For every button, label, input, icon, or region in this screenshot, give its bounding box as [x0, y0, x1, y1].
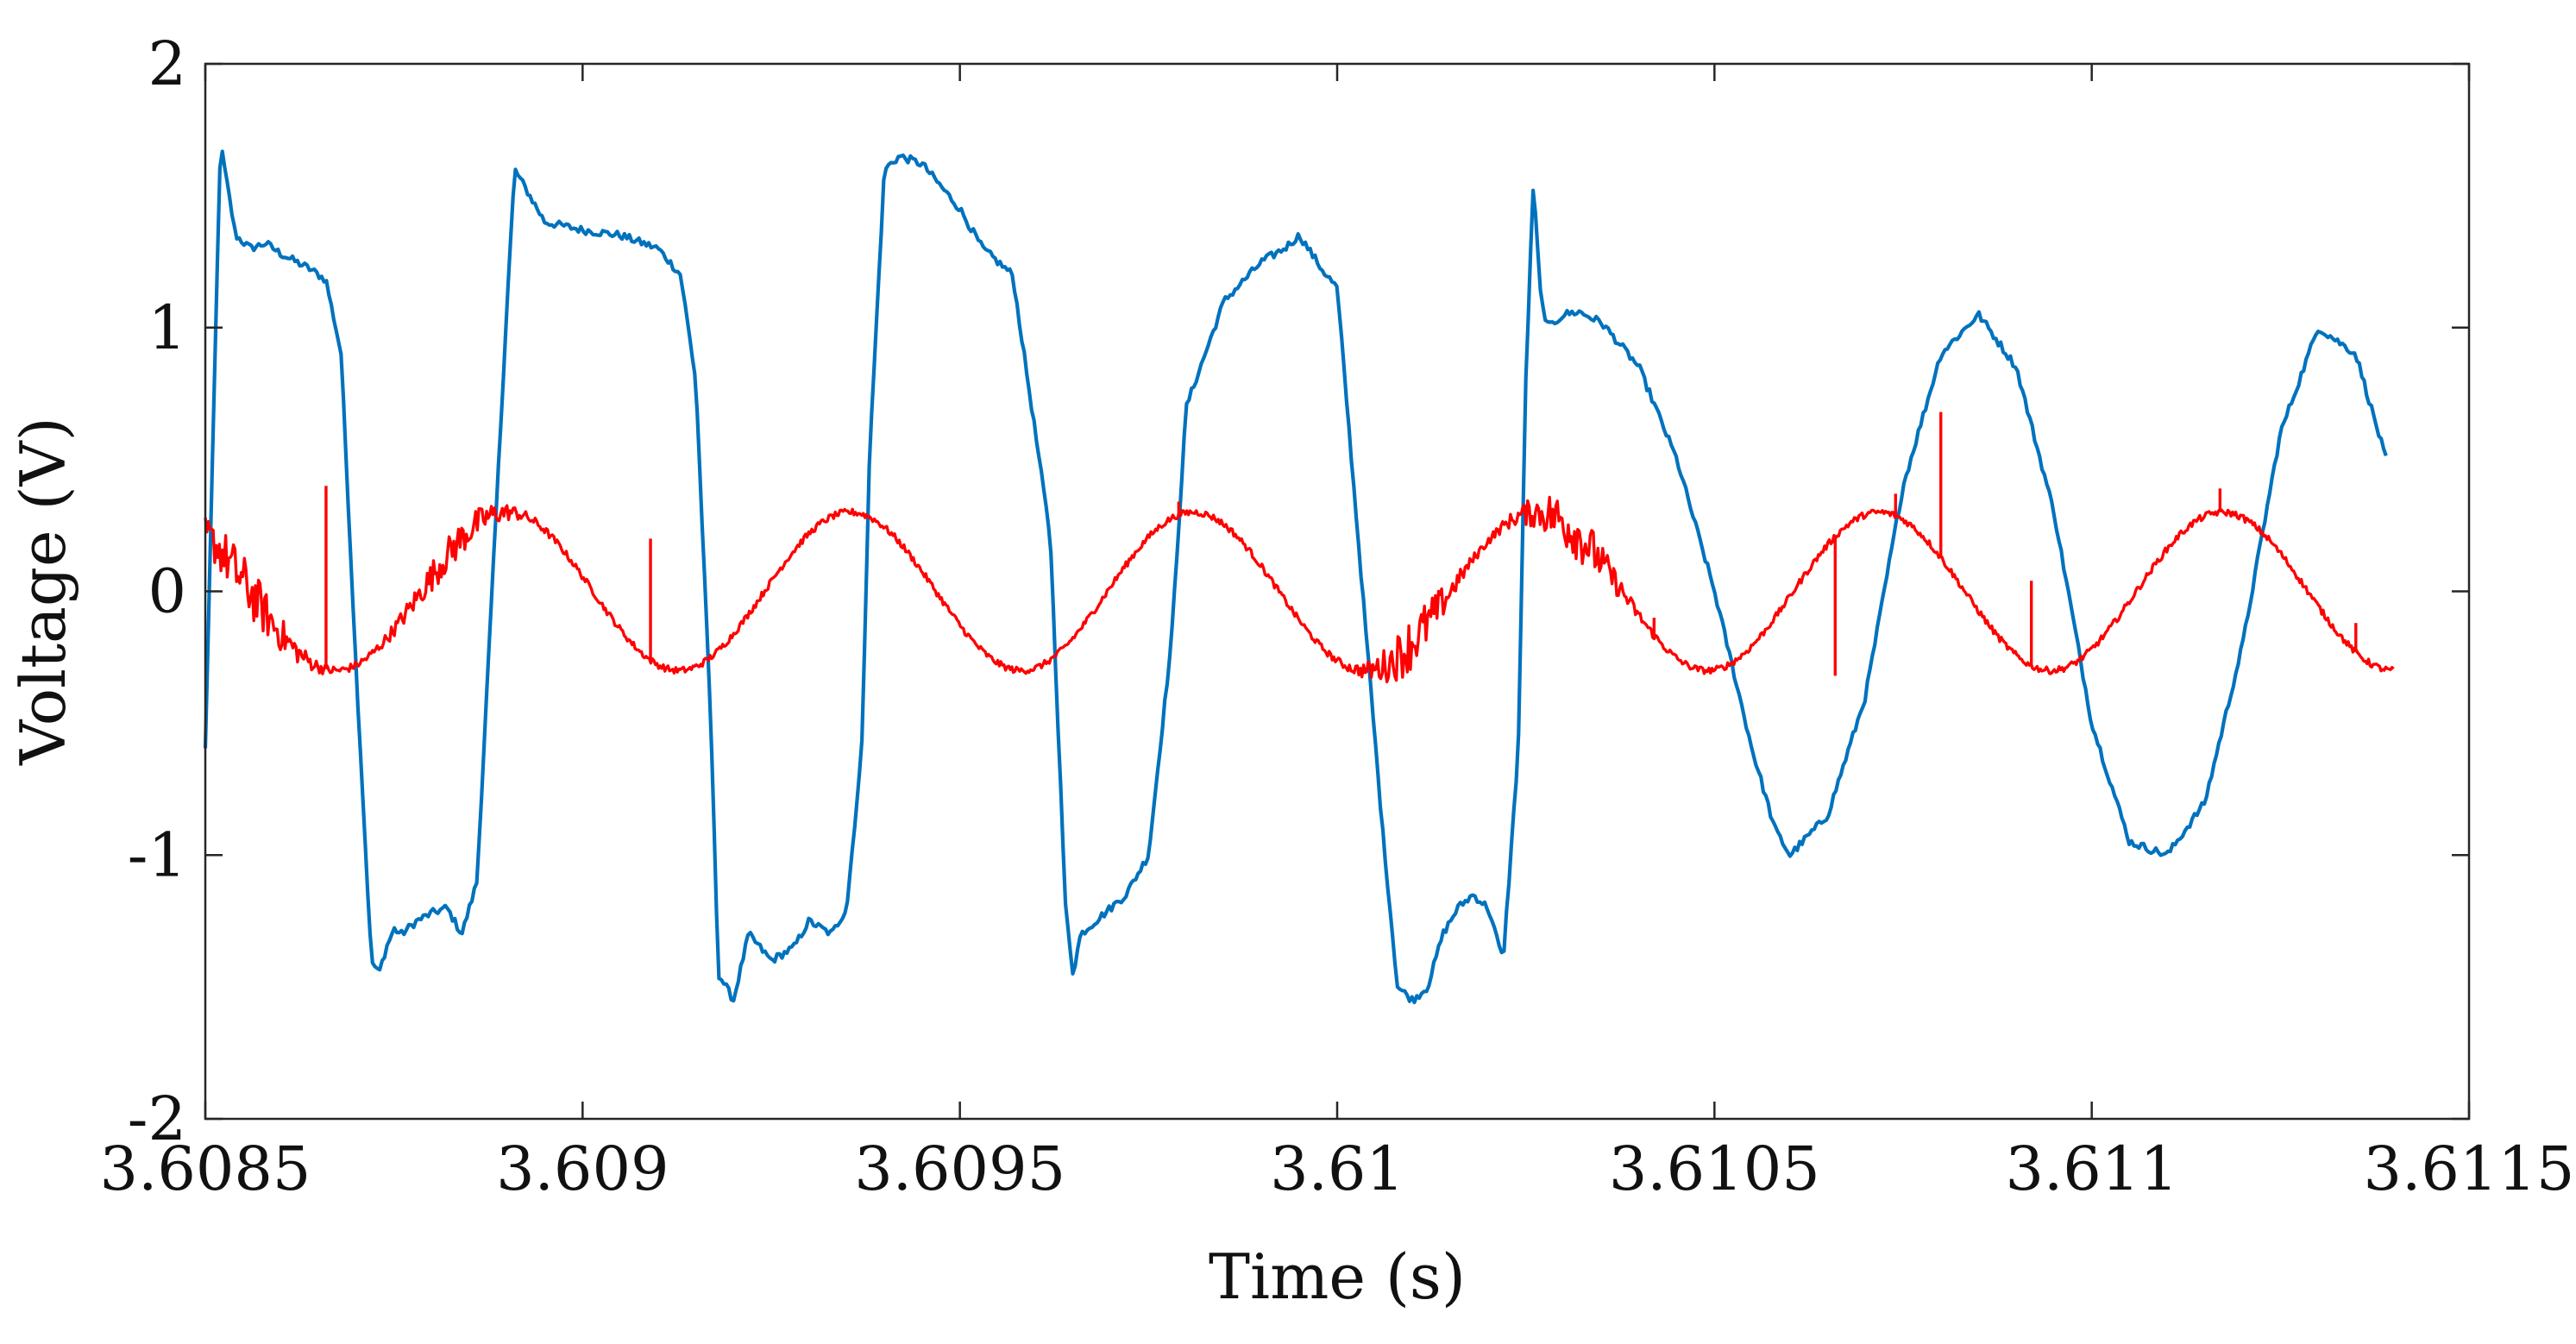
series-layer: [203, 149, 2395, 1005]
y-tick-label-1: -1: [128, 820, 186, 890]
x-tick-label-4: 3.6105: [1609, 1134, 1820, 1204]
tick-layer: 3.6085 3.609 3.6095 3.61 3.6105 3.611 3.6115 -2…: [100, 28, 2575, 1204]
x-tick-label-0: 3.6085: [100, 1134, 311, 1204]
series-blue-trace: [203, 149, 2388, 1005]
y-axis-label: Voltage (V): [7, 417, 79, 765]
y-tick-label-4: 2: [148, 28, 186, 99]
x-tick-label-1: 3.609: [496, 1134, 669, 1204]
series-red-trace: [204, 495, 2395, 684]
x-tick-label-5: 3.611: [2005, 1134, 2177, 1204]
y-tick-label-0: -2: [128, 1083, 186, 1154]
y-tick-label-3: 1: [148, 292, 186, 363]
x-tick-label-2: 3.6095: [854, 1134, 1065, 1204]
x-axis-label: Time (s): [1209, 1240, 1466, 1313]
x-tick-label-6: 3.6115: [2364, 1134, 2575, 1204]
y-tick-label-2: 0: [148, 556, 186, 627]
x-tick-label-3: 3.61: [1270, 1134, 1404, 1204]
